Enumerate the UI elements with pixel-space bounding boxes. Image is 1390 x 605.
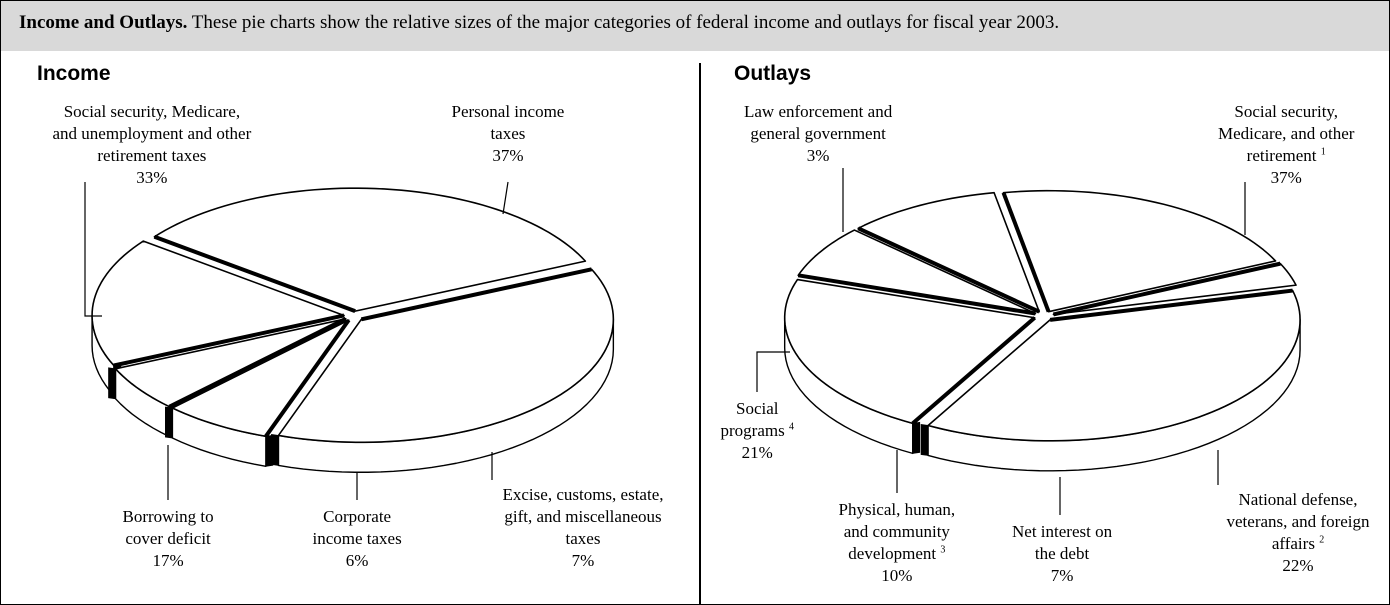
outlays-slice-label: National defense, veterans, and foreign af… (1227, 489, 1370, 577)
income-slice-2-edge (264, 318, 351, 438)
slice-label-line: taxes (490, 124, 526, 143)
slice-label-line: Social security, (1234, 102, 1339, 121)
slice-label-line: programs 4 (720, 421, 794, 440)
slice-label-line: general government (750, 124, 886, 143)
outlays-slice-6-edge (1052, 261, 1281, 317)
footnote-marker: 3 (940, 544, 946, 556)
outlays-slice-2 (783, 278, 1036, 425)
outlays-slice-4 (857, 191, 1041, 313)
slice-label-line: Social (735, 399, 779, 418)
outlays-slice-2-edge (911, 316, 1036, 425)
income-slice-2 (171, 319, 350, 438)
income-slice-4 (91, 240, 345, 367)
slice-label-line: income taxes (312, 529, 402, 548)
outlays-pie (756, 168, 1301, 515)
footnote-marker: 4 (788, 421, 794, 433)
outlays-slice-label: Social security, Medicare, and other retir… (1218, 101, 1354, 189)
caption-text: These pie charts show the relative sizes… (187, 12, 1060, 33)
income-slice-label: Social security, Medicare, and unemployme… (53, 101, 252, 189)
income-leader-5 (84, 182, 102, 317)
income-chart-title: Income (37, 62, 111, 85)
income-slice-2-cut-face (165, 406, 173, 439)
outlays-slice-label: Net interest on the debt 7% (1012, 521, 1112, 587)
footnote-marker: 1 (1320, 146, 1326, 158)
slice-label-line: gift, and miscellaneous (504, 507, 662, 526)
slice-label-line: and community (843, 522, 950, 541)
slice-label-line: taxes (565, 529, 601, 548)
outlays-slice-label: Social programs 4 21% (721, 398, 794, 464)
income-slice-1 (277, 268, 615, 444)
outlays-slice-3 (797, 229, 1037, 315)
slice-label-line: Borrowing to (122, 507, 214, 526)
outlays-slice-4-edge (857, 226, 1041, 314)
caption-bar: Income and Outlays. These pie charts sho… (1, 1, 1389, 51)
outlays-slice-5 (1002, 189, 1277, 313)
outlays-leader-5 (756, 351, 790, 392)
slice-label-line: National defense, (1238, 490, 1358, 509)
slice-value-label: 33% (136, 168, 168, 187)
outlays-slice-1-edge (1049, 288, 1293, 322)
slice-label-line: affairs 2 (1271, 534, 1325, 553)
slice-label-line: Excise, customs, estate, (502, 485, 664, 504)
slice-value-label: 7% (571, 551, 595, 570)
slice-value-label: 37% (492, 146, 524, 165)
income-slice-2-cut-face (265, 434, 274, 467)
income-slice-label: Excise, customs, estate, gift, and miscel… (503, 484, 664, 572)
income-leader-1 (502, 181, 509, 215)
outlays-slice-1 (927, 289, 1301, 442)
footnote-marker: 2 (1319, 534, 1325, 546)
caption: Income and Outlays. These pie charts sho… (19, 12, 1059, 34)
slice-label-line: and unemployment and other (52, 124, 252, 143)
slice-label-line: cover deficit (125, 529, 211, 548)
slice-label-line: the debt (1034, 544, 1090, 563)
income-slice-3-cut-face (108, 367, 116, 400)
slice-label-line: Personal income (451, 102, 565, 121)
income-pie (84, 181, 615, 500)
slice-value-label: 3% (806, 146, 830, 165)
slice-label-line: Social security, Medicare, (63, 102, 241, 121)
caption-bold: Income and Outlays. (19, 12, 188, 33)
slice-value-label: 10% (881, 566, 913, 585)
income-slice-label: Borrowing to cover deficit 17% (123, 506, 214, 572)
slice-label-line: Corporate (323, 507, 392, 526)
outlays-slice-1-cut-face (920, 424, 929, 456)
income-slice-5-edge (153, 234, 356, 314)
outlays-chart-title: Outlays (734, 62, 812, 85)
outlays-slice-label: Law enforcement and general government 3% (744, 101, 892, 167)
outlays-slice-label: Physical, human, and community development… (839, 499, 956, 587)
income-slice-label: Personal income taxes 37% (452, 101, 565, 167)
slice-value-label: 7% (1050, 566, 1074, 585)
slice-value-label: 22% (1282, 556, 1314, 575)
income-slice-5 (153, 187, 587, 312)
slice-value-label: 6% (345, 551, 369, 570)
income-slice-label: Corporate income taxes 6% (313, 506, 402, 572)
slice-label-line: Net interest on (1012, 522, 1113, 541)
income-slice-3 (114, 317, 347, 408)
outlays-slice-3-edge (797, 273, 1036, 316)
income-slice-4-edge (113, 313, 345, 368)
slice-value-label: 17% (152, 551, 184, 570)
outlays-slice-5-edge (1001, 191, 1051, 313)
slice-value-label: 37% (1270, 168, 1302, 187)
outlays-slice-2-cut-face (912, 421, 921, 454)
slice-label-line: Medicare, and other (1218, 124, 1355, 143)
slice-label-line: veterans, and foreign (1226, 512, 1370, 531)
slice-value-label: 21% (741, 443, 773, 462)
income-slice-3-edge (168, 316, 347, 409)
income-slice-1-edge (360, 267, 592, 322)
slice-label-line: retirement taxes (97, 146, 207, 165)
panel-divider (699, 63, 701, 604)
slice-label-line: Physical, human, (838, 500, 956, 519)
slice-label-line: development 3 (848, 544, 946, 563)
slice-label-line: retirement 1 (1246, 146, 1326, 165)
slice-label-line: Law enforcement and (744, 102, 893, 121)
